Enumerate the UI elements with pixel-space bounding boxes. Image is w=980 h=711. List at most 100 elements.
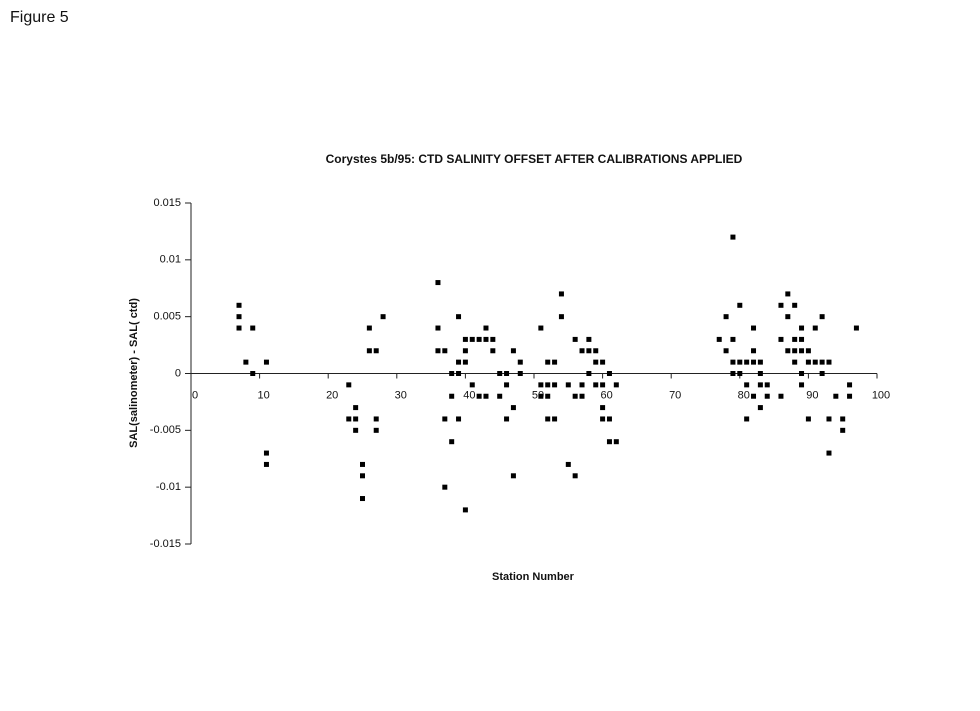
point xyxy=(572,473,578,479)
point xyxy=(545,359,551,365)
point xyxy=(757,382,763,388)
point xyxy=(476,393,482,399)
point xyxy=(538,325,544,331)
point xyxy=(462,336,468,342)
point xyxy=(579,382,585,388)
point xyxy=(757,359,763,365)
point xyxy=(579,393,585,399)
point xyxy=(449,371,455,376)
point xyxy=(263,359,269,365)
point xyxy=(778,393,784,399)
point xyxy=(723,314,729,320)
point xyxy=(792,302,798,308)
point xyxy=(833,393,839,399)
point xyxy=(565,461,571,467)
point xyxy=(360,461,365,467)
point xyxy=(243,359,249,365)
point xyxy=(462,348,468,354)
point xyxy=(435,348,441,354)
point xyxy=(586,336,592,342)
point xyxy=(744,382,750,388)
point xyxy=(483,336,489,342)
point xyxy=(730,336,736,342)
point xyxy=(346,416,352,422)
point xyxy=(263,461,269,467)
x-tick-label: 20 xyxy=(326,389,338,401)
point xyxy=(497,393,503,399)
figure-label: Figure 5 xyxy=(10,9,69,26)
point xyxy=(538,393,544,399)
point xyxy=(510,405,516,411)
point xyxy=(435,325,441,331)
point xyxy=(572,336,578,342)
point xyxy=(606,439,612,445)
y-tick-label: -0.005 xyxy=(150,424,181,436)
point xyxy=(469,336,475,342)
point xyxy=(504,416,510,422)
point xyxy=(250,325,256,331)
point xyxy=(353,427,359,433)
point xyxy=(456,416,462,422)
point xyxy=(490,348,496,354)
point xyxy=(456,359,462,365)
point xyxy=(353,416,359,422)
x-tick-label: 70 xyxy=(669,389,681,401)
y-tick-label: 0.015 xyxy=(153,197,181,209)
point xyxy=(490,336,496,342)
x-tick-label: 40 xyxy=(463,389,475,401)
y-tick-label: 0.01 xyxy=(160,254,181,266)
point xyxy=(483,325,489,331)
point xyxy=(442,348,448,354)
point xyxy=(373,427,379,433)
point xyxy=(805,359,811,365)
point xyxy=(456,371,462,376)
point xyxy=(572,393,578,399)
point xyxy=(826,416,832,422)
point xyxy=(751,393,757,399)
point xyxy=(840,427,846,433)
point xyxy=(819,371,825,376)
point xyxy=(613,439,619,445)
point xyxy=(360,496,365,502)
point xyxy=(497,371,503,376)
point xyxy=(751,359,757,365)
point xyxy=(449,439,455,445)
chart-title: Corystes 5b/95: CTD SALINITY OFFSET AFTE… xyxy=(326,152,743,166)
point xyxy=(510,348,516,354)
point xyxy=(785,314,791,320)
point xyxy=(373,416,379,422)
point xyxy=(504,371,510,376)
point xyxy=(819,359,825,365)
point xyxy=(757,405,763,411)
y-tick-label: 0.005 xyxy=(153,311,181,323)
point xyxy=(805,416,811,422)
y-tick-label: -0.01 xyxy=(156,481,181,493)
point xyxy=(462,359,468,365)
point xyxy=(449,393,455,399)
point xyxy=(723,348,729,354)
point xyxy=(812,325,818,331)
point xyxy=(716,336,722,342)
point xyxy=(565,382,571,388)
point xyxy=(606,416,612,422)
point xyxy=(469,382,475,388)
point xyxy=(462,507,468,513)
point xyxy=(552,382,558,388)
point xyxy=(799,325,805,331)
point xyxy=(600,416,606,422)
point xyxy=(785,348,791,354)
point xyxy=(456,314,462,320)
point xyxy=(730,359,736,365)
point xyxy=(579,348,585,354)
point xyxy=(751,348,757,354)
point xyxy=(847,393,853,399)
x-tick-label: 100 xyxy=(872,389,890,401)
point xyxy=(586,371,592,376)
y-tick-label: -0.015 xyxy=(150,538,181,550)
point xyxy=(593,382,599,388)
point xyxy=(613,382,619,388)
point xyxy=(435,280,441,286)
point xyxy=(538,382,544,388)
point xyxy=(236,325,242,331)
